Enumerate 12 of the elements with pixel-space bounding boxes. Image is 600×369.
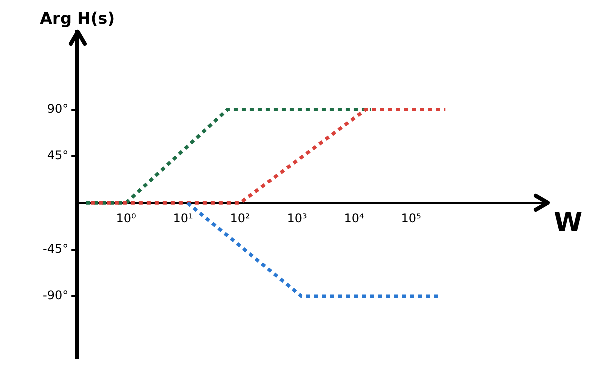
x-axis-title: W (554, 208, 583, 238)
y-tick-label: -45° (42, 242, 69, 256)
y-tick-label: 45° (47, 148, 69, 163)
x-tick-label: 10⁰ (116, 212, 136, 226)
y-axis-title: Arg H(s) (40, 9, 116, 28)
x-tick-label: 10² (230, 212, 251, 226)
y-tick-label: 90° (47, 102, 69, 116)
x-tick-label: 10³ (287, 212, 308, 226)
x-tick-label: 10⁵ (401, 212, 422, 226)
x-tick-label: 10⁴ (344, 212, 365, 226)
y-tick-label: -90° (42, 288, 69, 303)
x-tick-label: 10¹ (173, 212, 194, 226)
